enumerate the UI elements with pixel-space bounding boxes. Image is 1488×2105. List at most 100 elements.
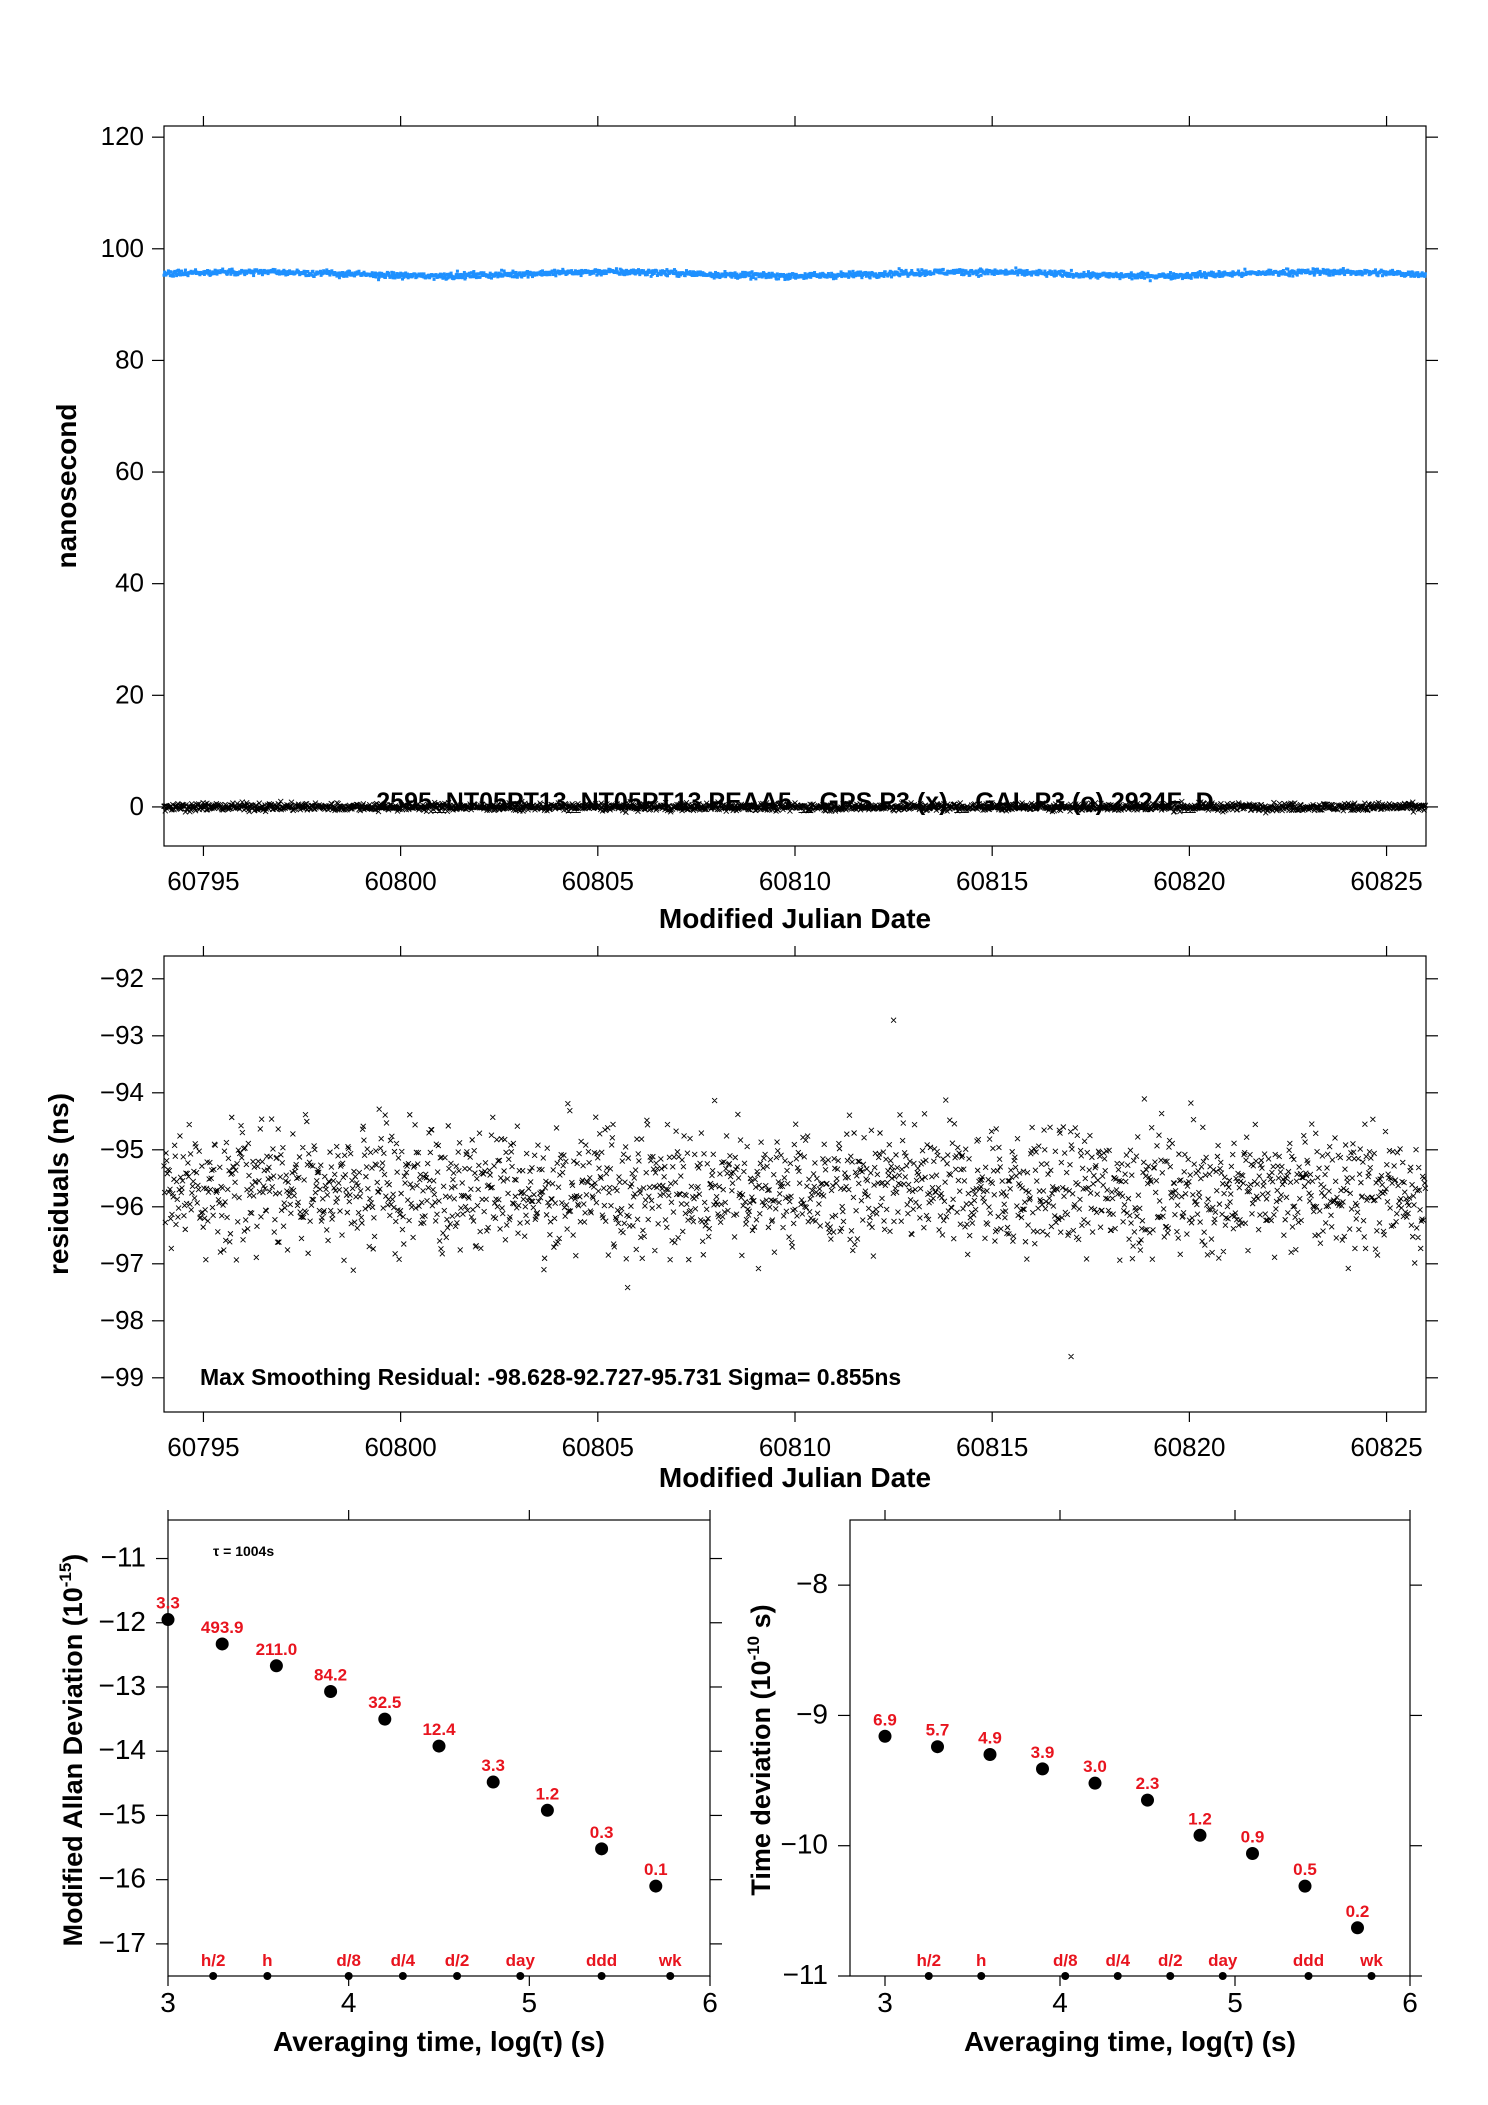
point [904, 268, 908, 272]
point [1363, 271, 1367, 275]
point [1374, 268, 1378, 272]
point [291, 270, 295, 274]
point [1216, 272, 1220, 276]
point [472, 272, 476, 276]
point [883, 270, 887, 274]
point [1278, 270, 1282, 274]
point [341, 271, 345, 275]
point [288, 269, 292, 273]
point [945, 272, 949, 276]
interval-dot [398, 1972, 407, 1980]
interval-label: d/2 [1158, 1951, 1183, 1970]
point [1411, 271, 1415, 275]
x-tick-label: 4 [341, 1987, 357, 2018]
x-tick-label: 60795 [167, 1432, 239, 1462]
point [247, 270, 251, 274]
panel-1: 60795 60800 60805 60810 60815 60820 60825 0 20 40… [51, 116, 1438, 934]
point [1391, 268, 1395, 272]
point [360, 273, 364, 277]
point [1129, 271, 1133, 275]
point [684, 269, 688, 273]
panel-3: 3 4 5 6 −11 −12 −13 −14 −15 −16 −17 3.3 493.9 211.0 84… [56, 1510, 722, 2057]
point [748, 271, 752, 275]
point [962, 272, 966, 276]
point [272, 270, 276, 274]
point [692, 274, 696, 278]
point [608, 268, 612, 272]
point [599, 271, 603, 275]
point [406, 276, 410, 280]
point [554, 274, 558, 278]
point [1315, 269, 1319, 273]
point-label: 0.1 [644, 1860, 668, 1879]
point [517, 273, 521, 277]
point [324, 270, 328, 274]
point [851, 269, 855, 273]
point [599, 273, 603, 277]
point [228, 268, 232, 272]
point [786, 277, 790, 281]
point [817, 274, 821, 278]
point [400, 274, 404, 278]
point [857, 272, 861, 276]
point [469, 271, 473, 275]
point [1096, 276, 1100, 280]
point [953, 268, 957, 272]
point [413, 272, 417, 276]
point [401, 277, 405, 281]
tau-annotation: τ = 1004s [213, 1543, 274, 1559]
x-tick-label: 4 [1052, 1987, 1068, 2018]
point-label: 3.3 [481, 1756, 505, 1775]
point [377, 278, 381, 282]
point [194, 268, 198, 272]
y-tick-label: −96 [100, 1191, 144, 1221]
interval-label: day [506, 1951, 536, 1970]
point [276, 272, 280, 276]
data-point [161, 1613, 175, 1627]
point [376, 273, 380, 277]
point [863, 272, 867, 276]
point [749, 277, 753, 281]
point [1333, 268, 1337, 272]
point [906, 274, 910, 278]
point [834, 276, 838, 280]
point [640, 269, 644, 273]
point [650, 269, 654, 273]
point [1035, 269, 1039, 273]
point [510, 275, 514, 279]
point [698, 270, 702, 274]
point [690, 273, 694, 277]
point [1119, 274, 1123, 278]
point [262, 268, 266, 272]
point [1115, 275, 1119, 279]
point [173, 270, 177, 274]
point [235, 270, 239, 274]
point [638, 273, 642, 277]
point [1315, 267, 1319, 271]
point [713, 272, 717, 276]
point [531, 275, 535, 279]
point [1194, 271, 1198, 275]
point [561, 267, 565, 271]
point [1082, 270, 1086, 274]
point [1229, 271, 1233, 275]
point [715, 275, 719, 279]
point [325, 268, 329, 272]
point [1230, 274, 1234, 278]
data-point [540, 1803, 554, 1817]
point [1390, 272, 1394, 276]
residual-points [161, 1017, 1429, 1360]
point [1025, 268, 1029, 272]
point [852, 272, 856, 276]
point [712, 276, 716, 280]
x-axis-label: Averaging time, log(τ) (s) [273, 2026, 605, 2057]
point [1288, 274, 1292, 278]
point [303, 272, 307, 276]
y-tick-label: −12 [99, 1606, 147, 1637]
point [968, 273, 972, 277]
point [176, 272, 180, 276]
point [854, 274, 858, 278]
data-point [432, 1739, 446, 1753]
point [183, 271, 187, 275]
point [1118, 277, 1122, 281]
